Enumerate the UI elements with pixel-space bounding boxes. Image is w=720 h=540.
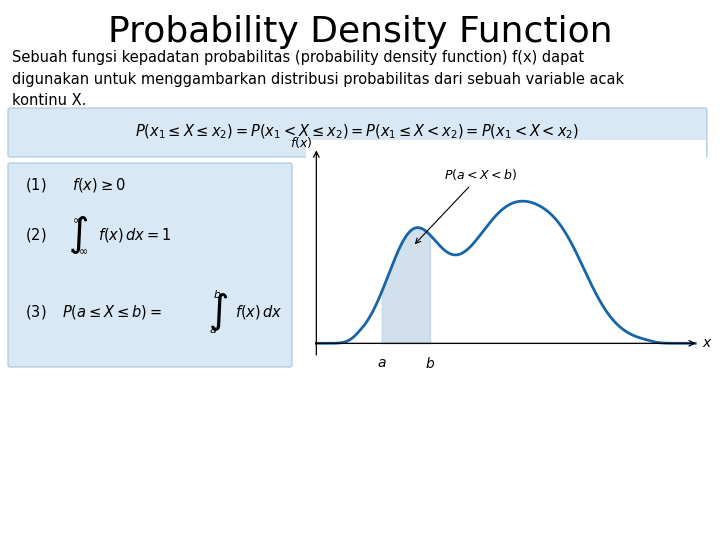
Text: $a$: $a$ [209, 325, 217, 335]
Text: $P(a \leq X \leq b) =$: $P(a \leq X \leq b) =$ [62, 303, 162, 321]
FancyBboxPatch shape [8, 163, 292, 367]
Text: $P(a < X < b)$: $P(a < X < b)$ [415, 167, 517, 244]
Text: Probability Density Function: Probability Density Function [108, 15, 612, 49]
Text: $(3)$: $(3)$ [25, 303, 46, 321]
Text: $-\infty$: $-\infty$ [69, 246, 89, 256]
Text: $f(x)$: $f(x)$ [290, 136, 313, 150]
Text: $\int$: $\int$ [68, 214, 89, 256]
Text: $f(x)\,dx = 1$: $f(x)\,dx = 1$ [98, 226, 171, 244]
Text: $f(x)\,dx$: $f(x)\,dx$ [235, 303, 283, 321]
Text: $(1)$: $(1)$ [25, 176, 46, 194]
FancyBboxPatch shape [8, 108, 707, 157]
Text: $(2)$: $(2)$ [25, 226, 46, 244]
Text: Sebuah fungsi kepadatan probabilitas (probability density function) f(x) dapat
d: Sebuah fungsi kepadatan probabilitas (pr… [12, 50, 624, 108]
Text: $b$: $b$ [213, 288, 222, 300]
Text: $b$: $b$ [425, 356, 435, 372]
Text: $a$: $a$ [377, 356, 387, 370]
Text: $\int$: $\int$ [208, 291, 228, 333]
Text: $\infty$: $\infty$ [72, 215, 82, 225]
Text: $x$: $x$ [702, 336, 713, 350]
Text: $P(x_1 \leq X \leq x_2) = P(x_1 < X \leq x_2) = P(x_1 \leq X < x_2) = P(x_1 < X : $P(x_1 \leq X \leq x_2) = P(x_1 < X \leq… [135, 123, 579, 141]
Text: $f(x) \geq 0$: $f(x) \geq 0$ [72, 176, 125, 194]
